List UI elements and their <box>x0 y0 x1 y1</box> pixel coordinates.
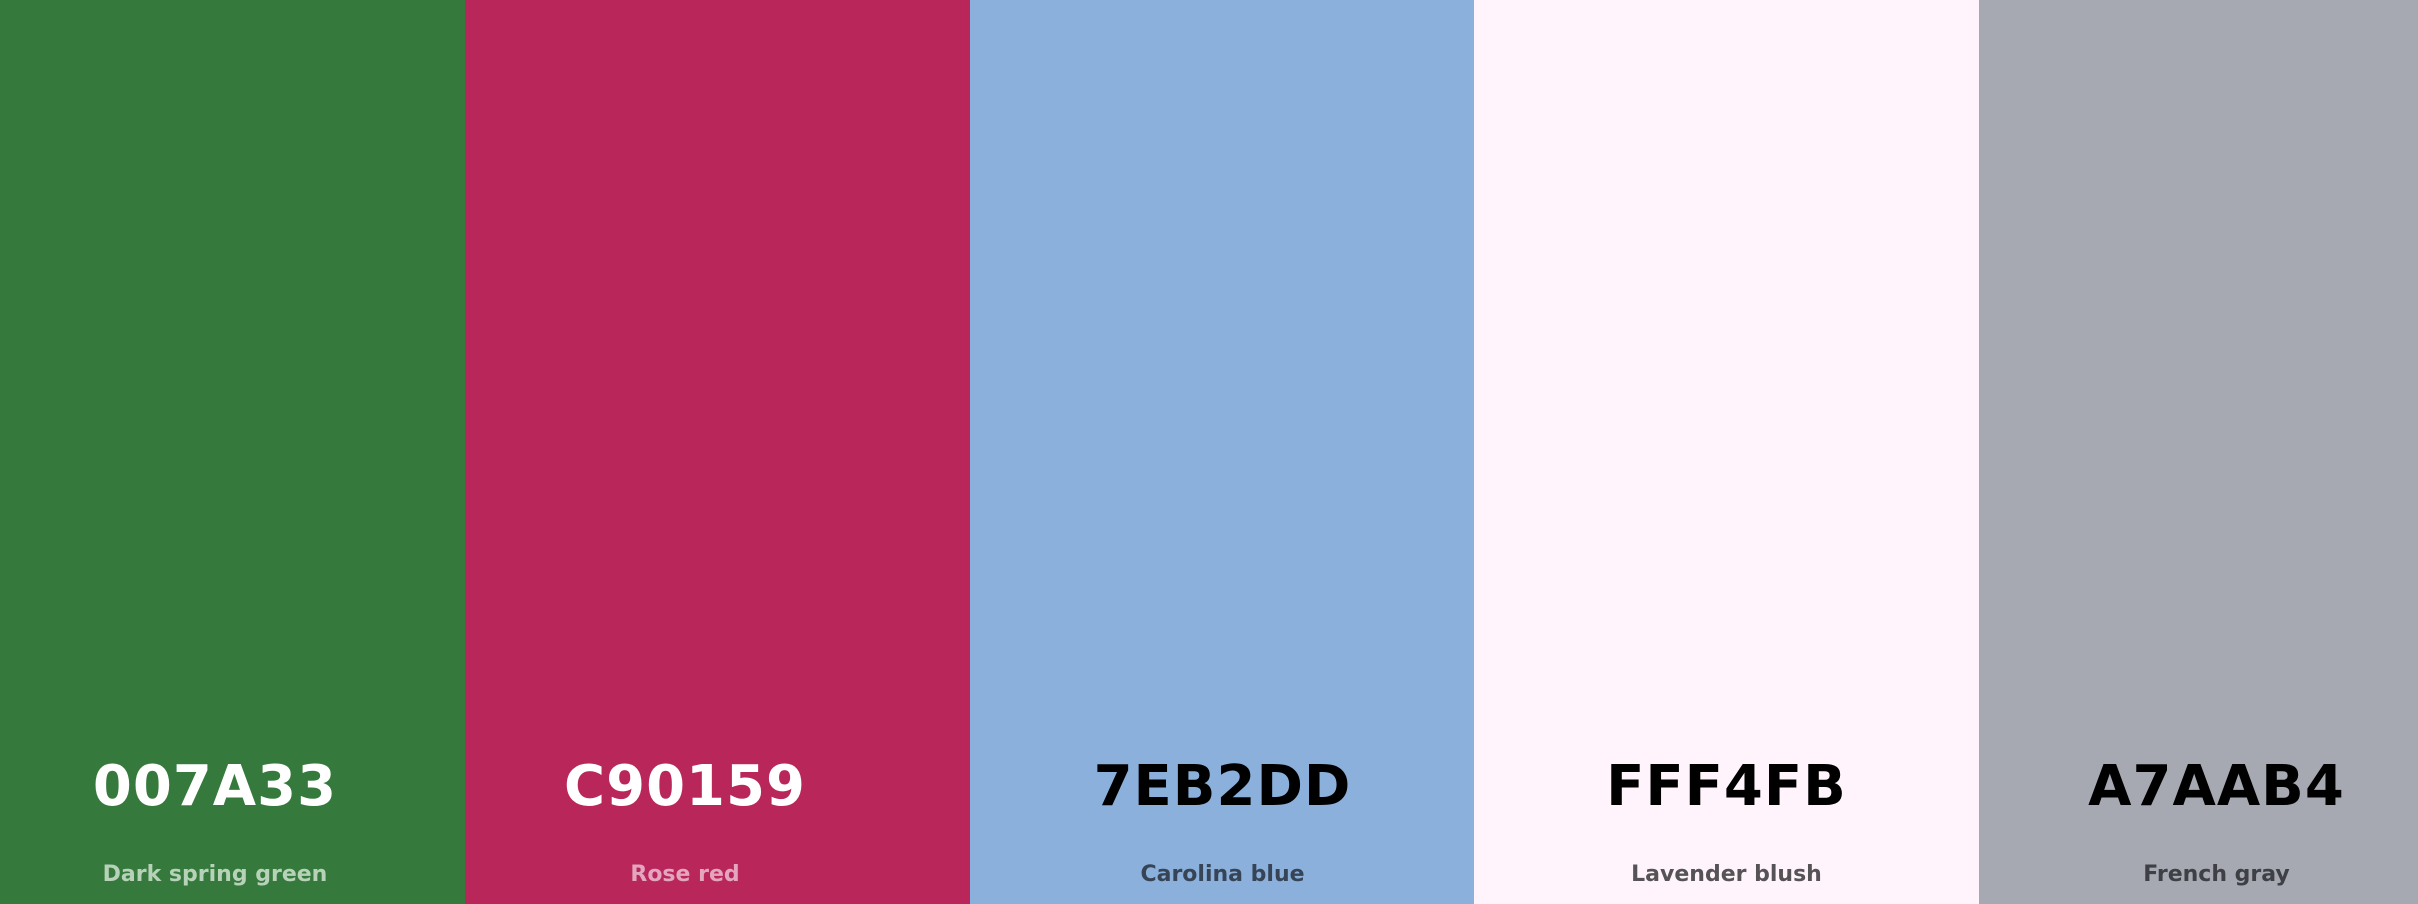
swatch-hex-code: A7AAB4 <box>2088 754 2345 819</box>
color-swatch[interactable]: A7AAB4 French gray <box>1979 0 2418 904</box>
color-swatch[interactable]: 7EB2DD Carolina blue <box>970 0 1474 904</box>
color-swatch[interactable]: C90159 Rose red <box>465 0 970 904</box>
swatch-hex-code: 7EB2DD <box>1093 754 1352 819</box>
swatch-color-name: Dark spring green <box>102 862 328 887</box>
swatch-color-name: Rose red <box>630 862 740 887</box>
swatch-color-name: Lavender blush <box>1631 862 1822 887</box>
swatch-color-name: French gray <box>2143 862 2290 887</box>
swatch-hex-code: FFF4FB <box>1606 754 1847 819</box>
swatch-hex-code: C90159 <box>564 754 806 819</box>
color-swatch[interactable]: 007A33 Dark spring green <box>0 0 465 904</box>
swatch-color-name: Carolina blue <box>1140 862 1305 887</box>
swatch-hex-code: 007A33 <box>92 754 338 819</box>
color-swatch[interactable]: FFF4FB Lavender blush <box>1474 0 1979 904</box>
